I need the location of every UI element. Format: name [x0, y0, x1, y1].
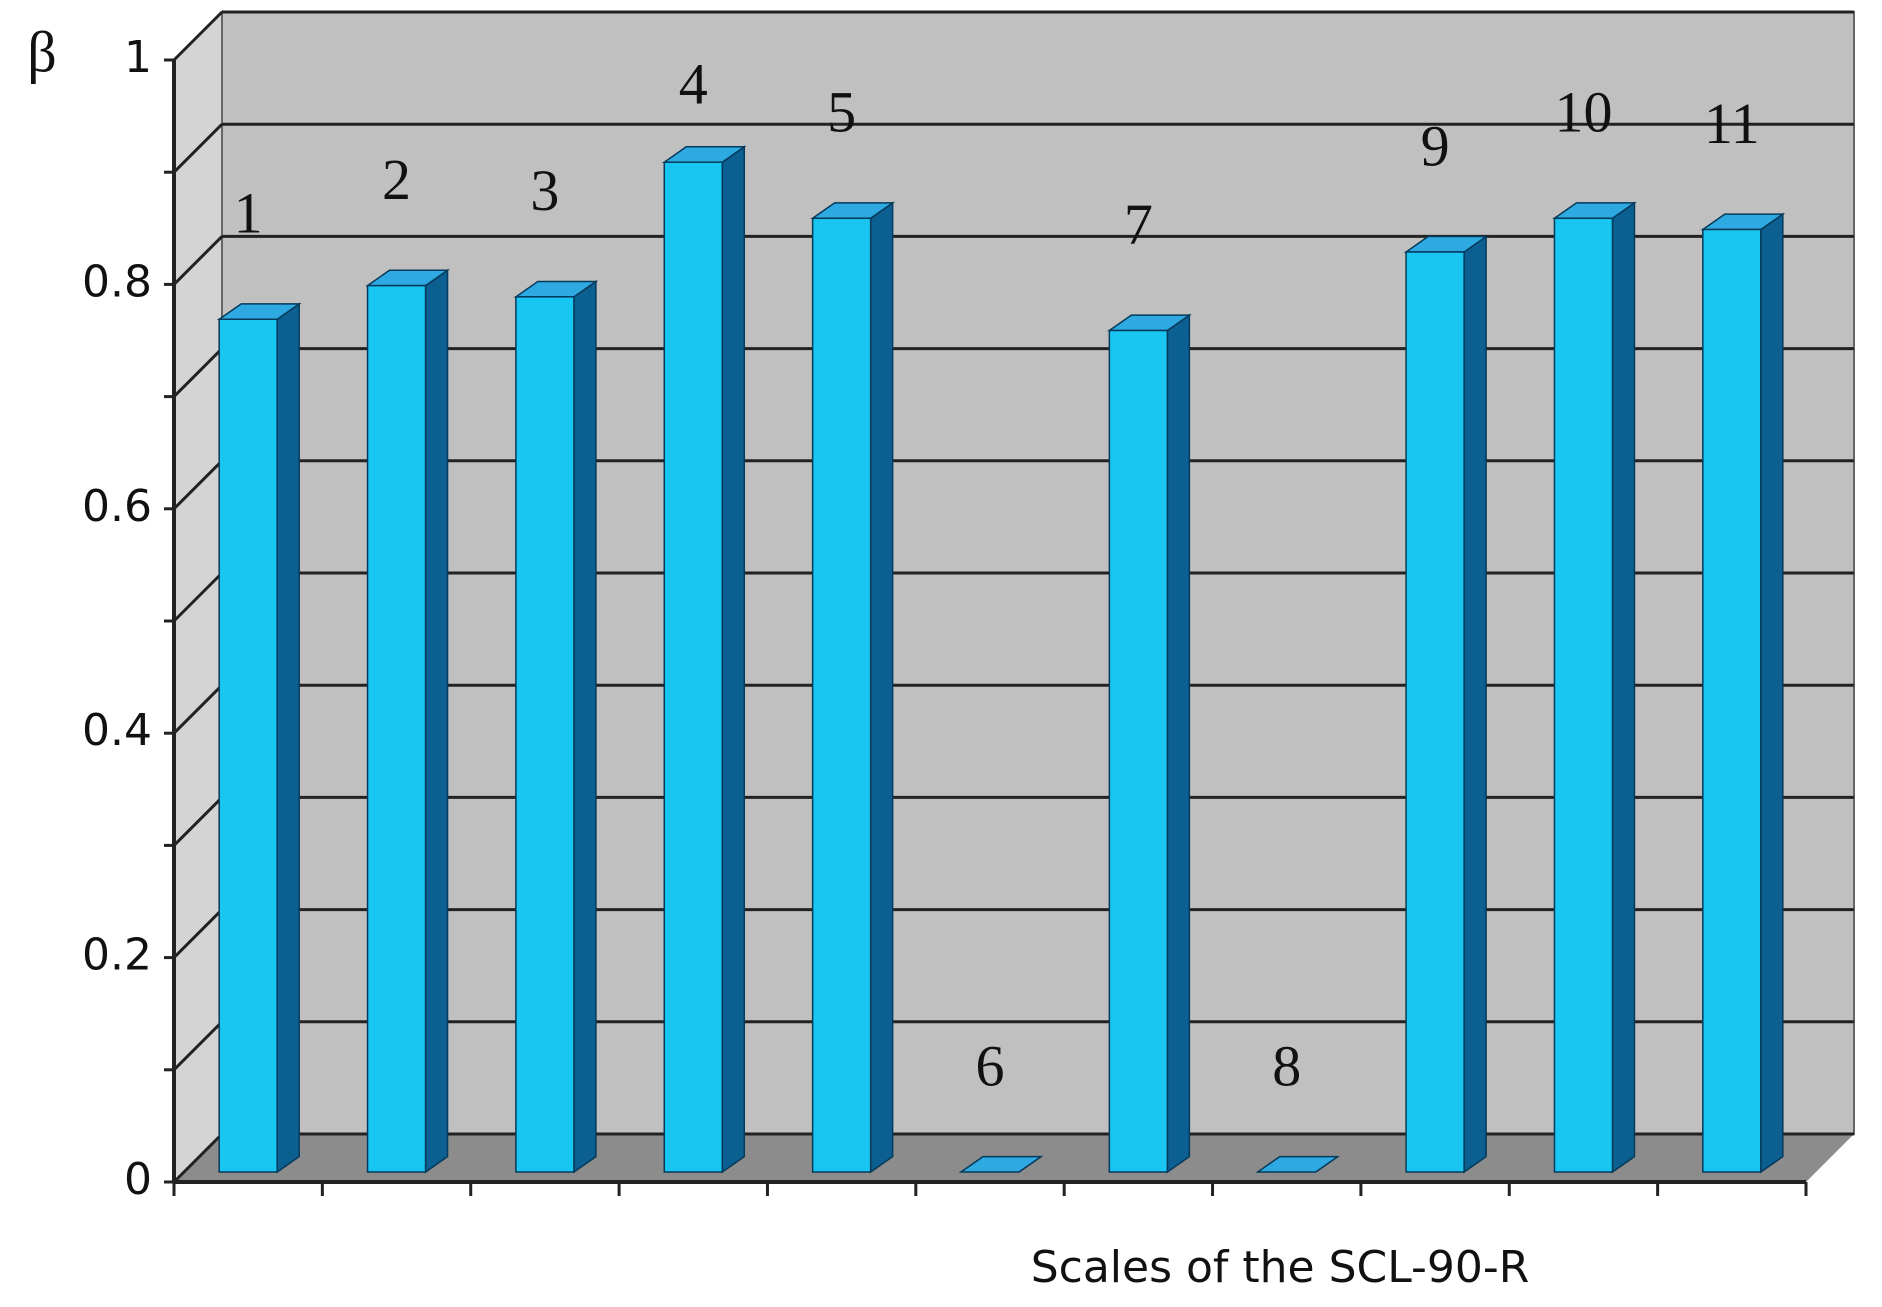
- grid-line-depth: [172, 1020, 224, 1071]
- grid-line-depth: [172, 796, 224, 847]
- bar-side: [1760, 212, 1784, 1174]
- bar-side: [573, 279, 597, 1174]
- y-tick-label: 0: [124, 1154, 152, 1205]
- bar-side: [1166, 313, 1191, 1174]
- grid-line-depth: [172, 235, 224, 286]
- bar-top: [958, 1155, 1044, 1173]
- bar: [515, 296, 575, 1173]
- grid-line-depth: [172, 908, 224, 959]
- bar-side: [869, 201, 894, 1174]
- bar-category-label: 8: [1272, 1033, 1301, 1098]
- bar: [1108, 329, 1169, 1173]
- bar-side: [424, 268, 449, 1174]
- bar: [1702, 228, 1762, 1173]
- bar-category-label: 3: [530, 158, 559, 223]
- bar: [1553, 217, 1614, 1173]
- bar-category-label: 9: [1421, 113, 1450, 178]
- bar-side: [1463, 235, 1487, 1174]
- y-tick-label: 0.6: [82, 481, 152, 532]
- bar: [218, 318, 278, 1173]
- bar-category-label: 4: [679, 51, 708, 116]
- grid-line-depth: [172, 10, 224, 62]
- y-tick-label: 0.4: [82, 705, 152, 756]
- bar: [366, 284, 427, 1173]
- grid-line-depth: [172, 459, 224, 510]
- grid-line-depth: [172, 347, 224, 398]
- bar-category-label: 5: [827, 80, 856, 145]
- bar-side: [1611, 201, 1636, 1174]
- bar-side: [721, 145, 746, 1174]
- x-axis-label: Scales of the SCL-90-R: [1031, 1242, 1530, 1293]
- bar: [811, 217, 872, 1173]
- bar-category-label: 2: [382, 147, 411, 212]
- bar-category-label: 10: [1554, 80, 1612, 145]
- y-tick-label: 0.8: [82, 256, 152, 307]
- grid-line-depth: [172, 571, 224, 623]
- bar: [1405, 251, 1465, 1173]
- grid-line-depth: [172, 1132, 224, 1184]
- bar-category-label: 11: [1704, 91, 1760, 156]
- bar-side: [276, 302, 300, 1174]
- grid-line-depth: [172, 123, 224, 174]
- bar-category-label: 6: [976, 1033, 1005, 1098]
- y-axis-label: β: [27, 19, 57, 84]
- bar-top: [1255, 1155, 1341, 1173]
- y-tick-label: 1: [124, 32, 152, 83]
- y-tick-label: 0.2: [82, 930, 152, 981]
- bar-category-label: 7: [1124, 192, 1153, 257]
- bar: [663, 161, 724, 1173]
- bar-category-label: 1: [234, 181, 263, 246]
- grid-line-depth: [172, 684, 224, 735]
